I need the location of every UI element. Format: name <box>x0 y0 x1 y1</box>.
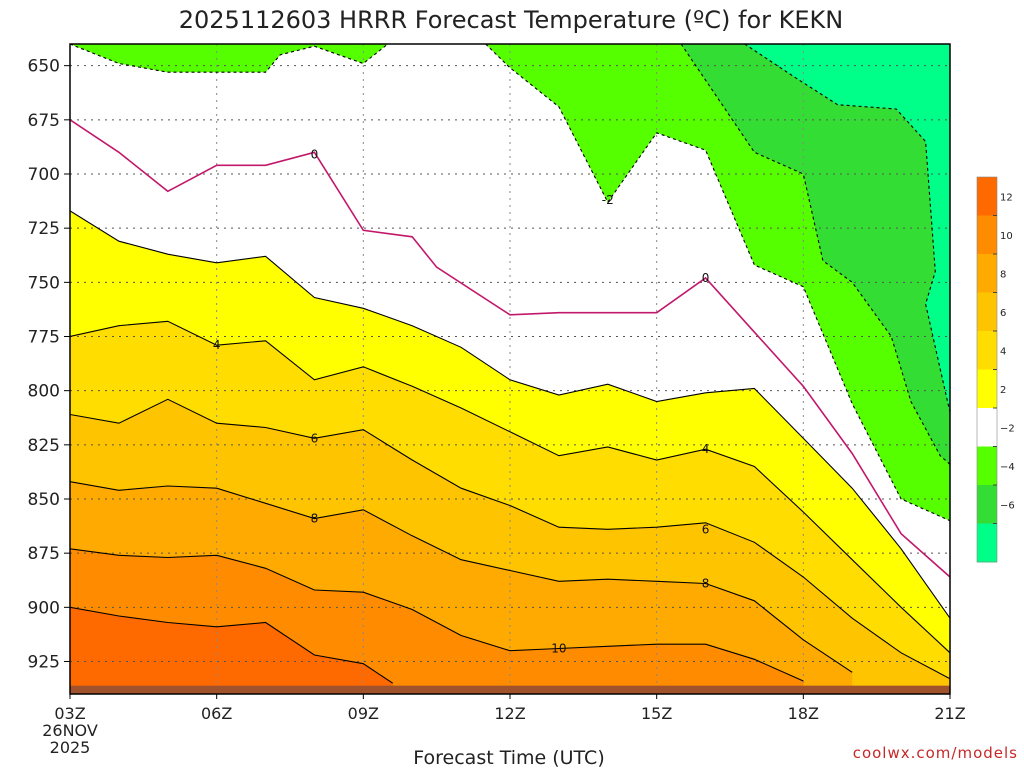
band-cold-6 <box>744 44 950 413</box>
contour-line-0 <box>70 119 950 578</box>
contour-line--2-topleft <box>70 44 389 73</box>
x-axis-ticks: 03Z 06Z 09Z 12Z 15Z 18Z 21Z <box>54 694 966 723</box>
colorbar-label: −4 <box>1000 462 1015 473</box>
colorbar-label: −2 <box>1000 423 1015 434</box>
colorbar-segment <box>977 215 997 255</box>
y-tick-label: 925 <box>28 653 60 673</box>
x-tick-label: 12Z <box>494 704 525 723</box>
y-tick-label: 900 <box>28 598 60 618</box>
y-tick-label: 800 <box>28 382 60 402</box>
ground-layer <box>70 685 950 694</box>
band-cold-4 <box>681 44 950 465</box>
colorbar-segment <box>977 369 997 409</box>
colorbar-segment <box>977 523 997 563</box>
colorbar-label: 12 <box>1000 192 1013 203</box>
colorbar-segment <box>977 254 997 293</box>
y-tick-label: 700 <box>28 165 60 185</box>
colorbar-label: 8 <box>1000 269 1006 280</box>
contour-line-10 <box>70 548 804 682</box>
contour-label: 0 <box>702 271 710 285</box>
colorbar-label: 6 <box>1000 308 1006 319</box>
contour-label: 10 <box>551 642 566 656</box>
credit-text: coolwx.com/models <box>853 744 1018 762</box>
x-axis-label: Forecast Time (UTC) <box>413 747 604 768</box>
contour-line-2 <box>70 210 950 619</box>
contour-label: 8 <box>702 577 710 591</box>
contour-label: 4 <box>702 442 710 456</box>
y-tick-label: 750 <box>28 273 60 293</box>
ground-surface <box>70 685 950 694</box>
colorbar-label: 4 <box>1000 346 1006 357</box>
contour-label: 6 <box>311 431 319 445</box>
contour-labels: -2 0 0 4 4 6 6 8 8 10 <box>213 148 710 656</box>
colorbar-segment <box>977 292 997 332</box>
colorbar-segment <box>977 485 997 524</box>
y-axis-ticks: 650 675 700 725 750 775 800 825 850 875 900 925 <box>28 57 70 673</box>
contour-label: 4 <box>213 338 221 352</box>
x-tick-label: 06Z <box>201 704 232 723</box>
x-tick-label: 18Z <box>788 704 819 723</box>
contour-line-6 <box>70 398 950 680</box>
colorbar-segment <box>977 408 997 447</box>
y-tick-label: 825 <box>28 436 60 456</box>
colorbar-segment <box>977 331 997 370</box>
colorbar-label: 2 <box>1000 385 1006 396</box>
contour-line-4 <box>70 320 950 654</box>
chart-title: 2025112603 HRRR Forecast Temperature (ºC… <box>179 6 844 34</box>
y-tick-label: 850 <box>28 490 60 510</box>
contour-line--6 <box>744 44 950 413</box>
contour-label: 6 <box>702 522 710 536</box>
x-tick-label: 21Z <box>934 704 965 723</box>
colorbar-segment <box>977 177 997 216</box>
x-start-year: 2025 <box>50 738 91 757</box>
contour-line-8 <box>70 481 853 673</box>
contour-label: 0 <box>311 148 319 162</box>
x-tick-label: 15Z <box>641 704 672 723</box>
y-tick-label: 875 <box>28 544 60 564</box>
contour-label: -2 <box>602 193 614 207</box>
band-cold-topleft <box>70 44 388 73</box>
x-tick-label: 09Z <box>348 704 379 723</box>
y-tick-label: 650 <box>28 57 60 77</box>
contour-label: 8 <box>311 512 319 526</box>
colorbar-label: 10 <box>1000 231 1013 242</box>
band-above-12 <box>70 607 393 694</box>
contour-lines <box>70 44 950 684</box>
y-tick-label: 775 <box>28 328 60 348</box>
y-tick-label: 725 <box>28 219 60 239</box>
colorbar-segment <box>977 446 997 486</box>
colorbar-label: −6 <box>1000 500 1015 511</box>
y-tick-label: 675 <box>28 111 60 131</box>
colorbar: 12 10 8 6 4 2 −2 −4 −6 <box>976 176 1015 563</box>
contour-line-12 <box>70 606 394 684</box>
x-start-date: 26NOV <box>42 721 98 740</box>
x-tick-label: 03Z <box>54 704 85 723</box>
